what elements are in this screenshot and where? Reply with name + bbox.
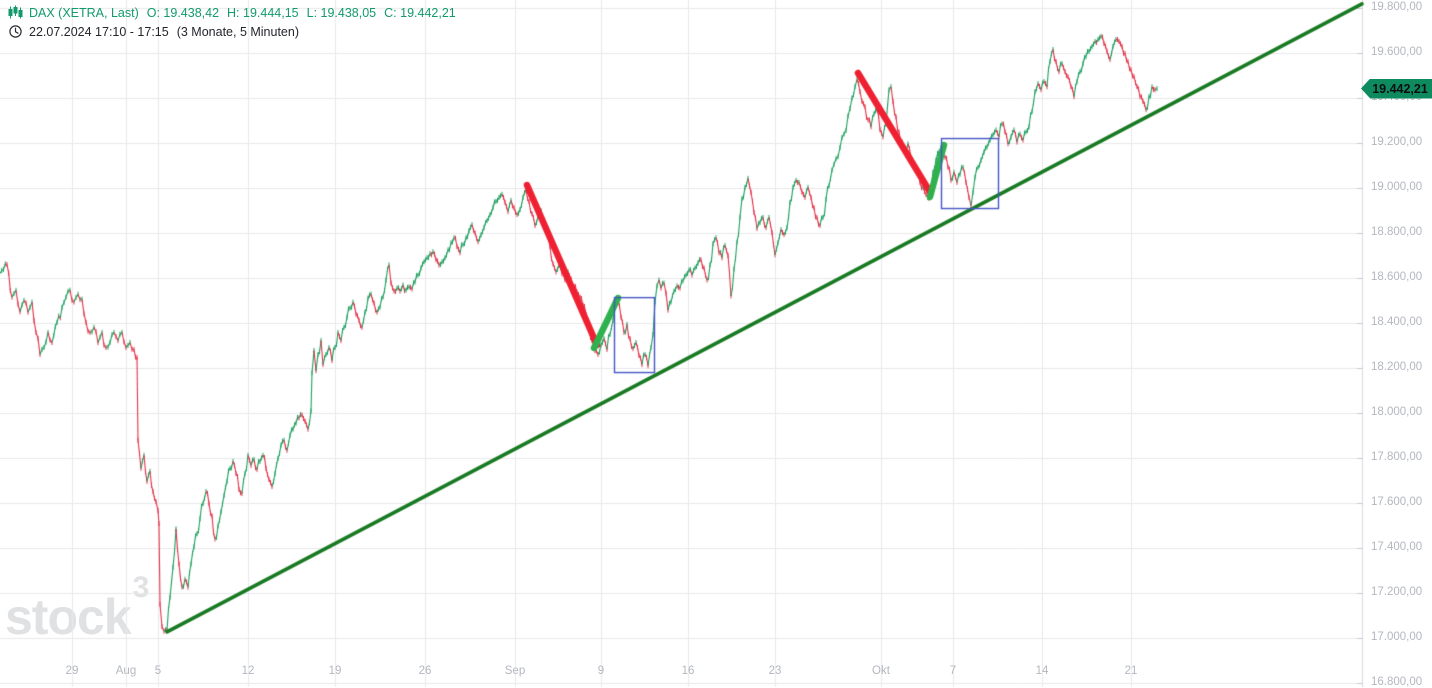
x-axis-label: Sep (504, 665, 526, 677)
x-axis-label: 21 (1124, 665, 1138, 677)
x-axis[interactable]: 29 Aug 5 12 19 26 Sep 9 16 23 Okt 7 14 21 (0, 665, 1362, 681)
y-axis-label: 19.600,00 (1371, 46, 1423, 58)
y-axis[interactable]: 19.800,0019.600,0019.400,0019.200,0019.0… (1371, 0, 1432, 688)
y-axis-label: 19.000,00 (1371, 181, 1423, 193)
y-axis-label: 17.800,00 (1371, 451, 1423, 463)
y-axis-label: 19.200,00 (1371, 136, 1423, 148)
range-interval-info: (3 Monate, 5 Minuten) (176, 24, 300, 39)
ohlc-close: C: 19.442,21 (384, 5, 456, 20)
y-axis-label: 18.800,00 (1371, 226, 1423, 238)
y-axis-label: 19.800,00 (1371, 1, 1423, 13)
x-axis-label: 29 (65, 665, 79, 677)
x-axis-label: 26 (418, 665, 432, 677)
x-axis-label: 12 (241, 665, 255, 677)
instrument-row: DAX (XETRA, Last) O: 19.438,42 H: 19.444… (7, 3, 464, 22)
y-axis-label: 18.600,00 (1371, 271, 1423, 283)
last-price-badge: 19.442,21 (1361, 78, 1432, 99)
x-axis-label: 19 (328, 665, 342, 677)
y-axis-label: 16.800,00 (1371, 676, 1423, 688)
y-axis-label: 17.600,00 (1371, 496, 1423, 508)
y-axis-label: 18.200,00 (1371, 361, 1423, 373)
y-axis-label: 17.400,00 (1371, 541, 1423, 553)
clock-icon (7, 25, 23, 38)
ohlc-low: L: 19.438,05 (306, 5, 377, 20)
chart-header: DAX (XETRA, Last) O: 19.438,42 H: 19.444… (7, 3, 464, 41)
ohlc-open: O: 19.438,42 (146, 5, 220, 20)
x-axis-label: Aug (115, 665, 137, 677)
timeframe-row: 22.07.2024 17:10 - 17:15 (3 Monate, 5 Mi… (7, 22, 464, 41)
x-axis-label: 23 (768, 665, 782, 677)
y-axis-label: 18.000,00 (1371, 406, 1423, 418)
ohlc-high: H: 19.444,15 (227, 5, 299, 20)
x-axis-label: 9 (597, 665, 605, 677)
x-axis-label: 14 (1035, 665, 1049, 677)
x-axis-label: 5 (154, 665, 162, 677)
y-axis-label: 17.200,00 (1371, 586, 1423, 598)
y-axis-label: 17.000,00 (1371, 631, 1423, 643)
x-axis-label: 7 (949, 665, 957, 677)
candle-timestamp: 22.07.2024 17:10 - 17:15 (29, 24, 169, 39)
y-axis-label: 18.400,00 (1371, 316, 1423, 328)
last-price-label: 19.442,21 (1372, 81, 1428, 96)
x-axis-label: Okt (872, 665, 890, 677)
x-axis-label: 16 (681, 665, 695, 677)
candlestick-icon (7, 5, 23, 20)
instrument-label: DAX (XETRA, Last) (29, 5, 139, 20)
